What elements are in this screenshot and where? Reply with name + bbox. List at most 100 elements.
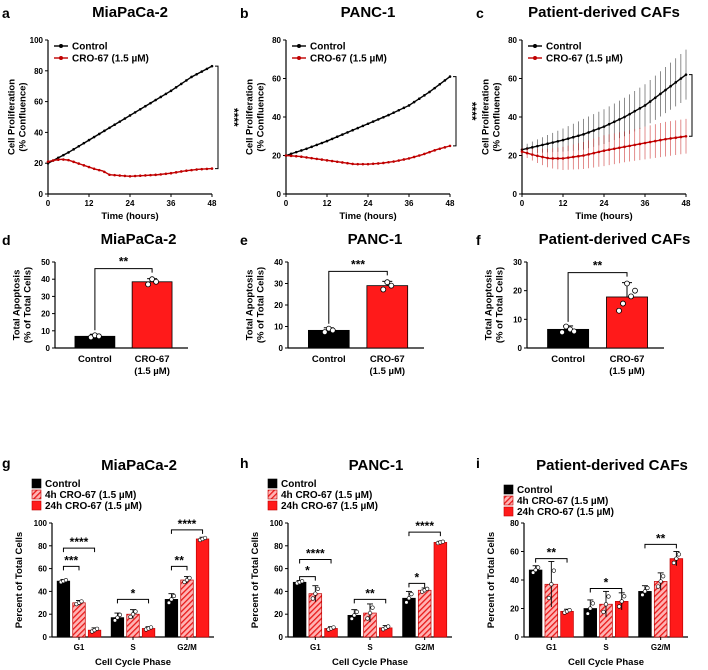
x-tick-label: Control (551, 354, 585, 365)
y-tick-label: 20 (510, 605, 519, 614)
x-tick-label: 0 (46, 199, 51, 208)
data-point (384, 279, 391, 286)
x-tick-label: S (367, 643, 373, 652)
significance-bracket (589, 588, 623, 593)
bar (131, 281, 173, 349)
data-point (588, 606, 593, 611)
significance-label: **** (465, 102, 479, 121)
y-tick-label: 30 (41, 292, 50, 301)
y-tick-label: 0 (279, 344, 284, 353)
data-point (171, 593, 177, 599)
x-tick-label: G1 (74, 643, 85, 652)
data-point (622, 594, 627, 599)
data-point (619, 599, 624, 604)
legend-label: Control (45, 479, 81, 490)
y-tick-label: 60 (34, 98, 43, 107)
chart-title: PANC-1 (349, 457, 404, 474)
significance-label: ** (593, 259, 603, 273)
y-tick-label: 0 (43, 633, 48, 642)
significance-bracket (353, 598, 387, 604)
data-point (79, 599, 84, 604)
panel-label-a: a (2, 5, 10, 21)
data-point (624, 280, 630, 287)
significance-label: *** (64, 553, 78, 567)
chart-a: MiaPaCa-2 0 20 40 60 80 100 0 12 24 36 48 Time (hour… (7, 4, 242, 222)
bar (195, 538, 210, 638)
significance-bracket (94, 268, 153, 331)
y-tick-label: 100 (30, 36, 44, 45)
x-tick-label: 48 (446, 199, 455, 208)
y-tick-label: 0 (279, 633, 284, 642)
significance-label: ** (701, 101, 708, 111)
legend-swatch (267, 478, 278, 489)
significance-label: **** (415, 519, 434, 533)
legend-swatch (503, 484, 514, 495)
data-point (365, 616, 370, 621)
bar (606, 296, 648, 349)
data-point (117, 612, 123, 617)
data-point (671, 560, 676, 566)
x-tick-label: 24 (364, 199, 373, 208)
y-tick-label: 40 (34, 128, 43, 137)
legend-swatch (267, 500, 278, 511)
data-point (628, 293, 634, 300)
chart-h: PANC-1 0 20 40 60 80 100 G1 S G2/M Cell Cycle Phas… (250, 457, 452, 668)
data-point (354, 609, 359, 615)
x-tick-label: CRO-67 (135, 354, 170, 365)
y-axis-label: Total Apoptosis(% of Total Cells) (245, 267, 267, 343)
significance-label: * (305, 564, 310, 578)
x-tick-label: CRO-67 (610, 354, 645, 365)
x-tick-label: G2/M (177, 643, 197, 652)
significance-label: *** (351, 257, 365, 271)
data-point (115, 615, 120, 620)
x-tick-label: 12 (559, 199, 568, 208)
chart-d: MiaPaCa-2 0 10 20 30 40 50 Control CRO-67(1.5 µM… (12, 231, 188, 377)
legend-swatch (503, 495, 514, 506)
data-point (349, 616, 354, 621)
bar (366, 285, 409, 349)
y-tick-label: 30 (274, 280, 283, 289)
legend-label: 4h CRO-67 (1.5 µM) (517, 496, 608, 507)
y-tick-label: 60 (38, 565, 47, 574)
data-point (145, 281, 151, 288)
data-point (313, 591, 318, 596)
data-point (603, 602, 609, 607)
bar (417, 589, 432, 638)
y-tick-label: 80 (508, 36, 517, 45)
data-point (166, 600, 172, 605)
y-tick-label: 80 (34, 67, 43, 76)
legend-marker (533, 44, 537, 48)
x-tick-label: 48 (682, 199, 691, 208)
data-point (202, 535, 208, 541)
y-tick-label: 20 (34, 159, 43, 168)
x-tick-label: (1.5 µM) (609, 366, 645, 377)
significance-bracket (116, 598, 150, 604)
series-line (285, 76, 451, 157)
data-point (674, 556, 679, 561)
y-tick-label: 100 (270, 519, 284, 528)
significance-label: **** (227, 108, 241, 127)
legend-swatch (31, 489, 42, 500)
data-point (331, 625, 336, 630)
y-axis-label: Total Apoptosis(% of Total Cells) (12, 267, 34, 343)
x-axis-label: Time (hours) (339, 211, 396, 222)
data-point (440, 539, 445, 544)
significance-bracket (299, 576, 316, 581)
data-point (367, 610, 373, 616)
data-point (388, 282, 395, 289)
chart-b: PANC-1 0 20 40 60 80 0 12 24 36 48 Time (hours) Cell… (245, 4, 480, 222)
significance-label: * (414, 570, 419, 584)
panel-label-f: f (476, 232, 481, 248)
data-point (563, 323, 569, 330)
x-tick-label: 36 (405, 199, 414, 208)
x-tick-label: G1 (546, 643, 557, 652)
legend-label: 24h CRO-67 (1.5 µM) (45, 501, 142, 512)
significance-bracket (408, 531, 441, 537)
significance-bracket (408, 582, 426, 588)
significance-bracket (62, 547, 96, 553)
y-tick-label: 0 (277, 190, 282, 199)
data-point (531, 570, 536, 575)
y-tick-label: 20 (274, 610, 283, 619)
chart-e: PANC-1 0 10 20 30 40 Control CRO-67(1.5 µM) *** T… (245, 231, 424, 377)
